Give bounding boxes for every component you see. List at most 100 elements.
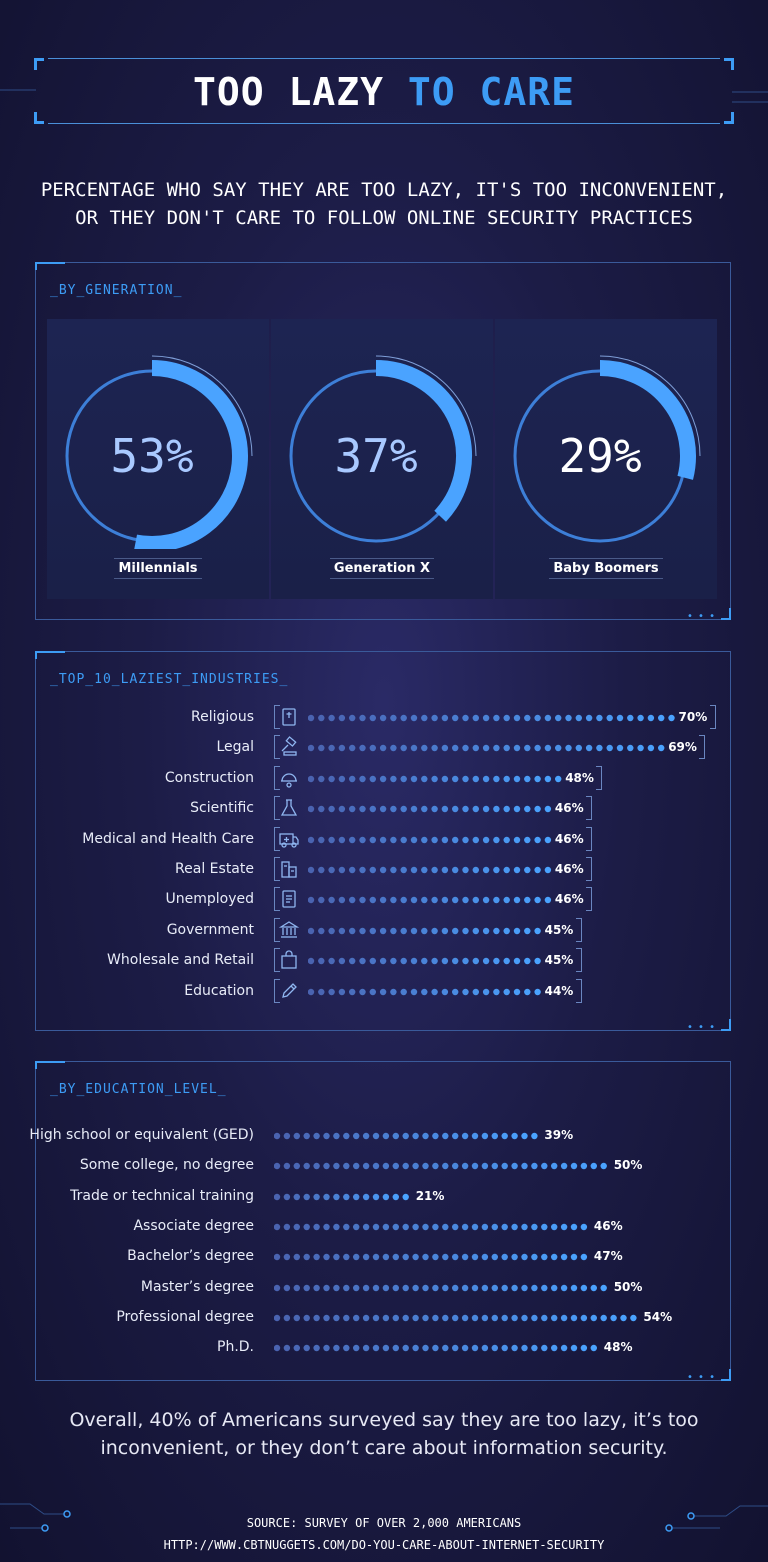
bar-dot <box>349 775 356 782</box>
bar-dot <box>318 775 325 782</box>
bar-dot <box>379 988 387 995</box>
dot-bar <box>274 1284 607 1291</box>
bar-dot <box>362 1163 370 1170</box>
bar-dot <box>318 836 325 843</box>
circuit-decoration-bottom-right <box>665 1505 768 1532</box>
bar-dot <box>590 1344 597 1352</box>
bar-dot <box>462 866 469 874</box>
bar-dot <box>390 836 397 843</box>
bar-dot <box>521 1314 528 1321</box>
bar-dot <box>431 836 438 843</box>
bar-dot <box>590 1163 597 1170</box>
bar-dot <box>531 1344 538 1352</box>
bar-dot <box>400 957 407 965</box>
bar-dot <box>402 1132 409 1140</box>
bar-dot <box>501 1132 508 1140</box>
bar-dot <box>392 1284 399 1291</box>
bar-dot <box>503 897 510 904</box>
bar-dot <box>534 988 541 995</box>
bar-dot <box>521 1132 528 1140</box>
bar-dot <box>503 927 510 934</box>
bar-dot <box>524 897 531 904</box>
bar-dot <box>570 1163 578 1170</box>
bar-dot <box>431 957 438 965</box>
bar-dot <box>382 1163 390 1170</box>
bar-dot <box>338 866 346 874</box>
bar-dot <box>471 1163 479 1170</box>
bar-dot <box>318 805 325 813</box>
bar-dot <box>462 745 469 752</box>
bar-dot <box>600 1163 607 1170</box>
bar-dot <box>283 1193 291 1200</box>
bar-dot <box>333 1253 340 1261</box>
bar-dot <box>333 1132 340 1140</box>
dot-bar <box>308 927 541 934</box>
bar-dot <box>402 1314 409 1321</box>
bar-dot <box>410 805 418 813</box>
source-url[interactable]: HTTP://WWW.CBTNUGGETS.COM/DO-YOU-CARE-AB… <box>163 1538 605 1552</box>
bar-dot <box>432 1314 439 1321</box>
bar-dot <box>524 805 531 813</box>
bar-dot <box>410 866 418 874</box>
bar-dot <box>482 897 490 904</box>
bar-dot <box>308 897 315 904</box>
bar-dot <box>471 1132 479 1140</box>
bar-dot <box>400 714 407 722</box>
source-line-1: SOURCE: SURVEY OF OVER 2,000 AMERICANS <box>246 1516 522 1530</box>
bracket-left <box>274 826 280 851</box>
bar-dot <box>596 745 603 752</box>
bar-dot <box>400 775 407 782</box>
bar-dot <box>580 1344 588 1352</box>
bar-dot <box>585 714 593 722</box>
bar-dot <box>402 1163 409 1170</box>
education-value: 21% <box>415 1188 445 1203</box>
bar-dot <box>343 1193 350 1200</box>
bar-dot <box>369 927 376 934</box>
industry-row: Education 44% <box>36 977 732 1007</box>
bar-dot <box>392 1253 399 1261</box>
bar-dot <box>431 866 438 874</box>
bar-dot <box>521 1223 528 1231</box>
bar-dot <box>472 745 479 752</box>
bar-dot <box>318 866 325 874</box>
bar-dot <box>343 1223 350 1231</box>
industry-row: Construction 48% <box>36 764 732 794</box>
bar-dot <box>541 1344 548 1352</box>
bar-dot <box>392 1163 399 1170</box>
bar-dot <box>580 1314 588 1321</box>
bar-dot <box>293 1132 300 1140</box>
education-value: 50% <box>613 1279 643 1294</box>
bar-dot <box>274 1193 281 1200</box>
industry-row: Real Estate 46% <box>36 855 732 885</box>
bar-dot <box>400 745 407 752</box>
bar-dot <box>452 1163 459 1170</box>
bar-dot <box>491 1314 498 1321</box>
bar-dot <box>541 1284 548 1291</box>
bar-dot <box>308 957 315 965</box>
bar-dot <box>461 1344 469 1352</box>
bar-dot <box>544 775 552 782</box>
bar-dot <box>462 805 469 813</box>
ambulance-icon <box>279 832 299 848</box>
bar-dot <box>570 1223 578 1231</box>
bar-dot <box>551 1344 558 1352</box>
dot-bar <box>308 775 562 782</box>
dot-bar <box>308 714 675 722</box>
bar-dot <box>610 1314 617 1321</box>
bar-dot <box>323 1223 330 1231</box>
bar-dot <box>400 897 407 904</box>
bar-dot <box>472 866 479 874</box>
bar-dot <box>524 714 531 722</box>
generation-ring: 29% <box>513 355 701 543</box>
bar-dot <box>462 775 469 782</box>
bar-dot <box>274 1132 281 1140</box>
education-row: Professional degree 54% <box>36 1303 732 1333</box>
bar-dot <box>493 775 500 782</box>
industries-heading: _TOP_10_LAZIEST_INDUSTRIES_ <box>50 672 289 687</box>
bar-dot <box>349 836 356 843</box>
bar-dot <box>412 1314 419 1321</box>
bar-dot <box>590 1314 597 1321</box>
bar-dot <box>491 1344 498 1352</box>
bar-dot <box>359 775 366 782</box>
bar-dot <box>616 714 624 722</box>
